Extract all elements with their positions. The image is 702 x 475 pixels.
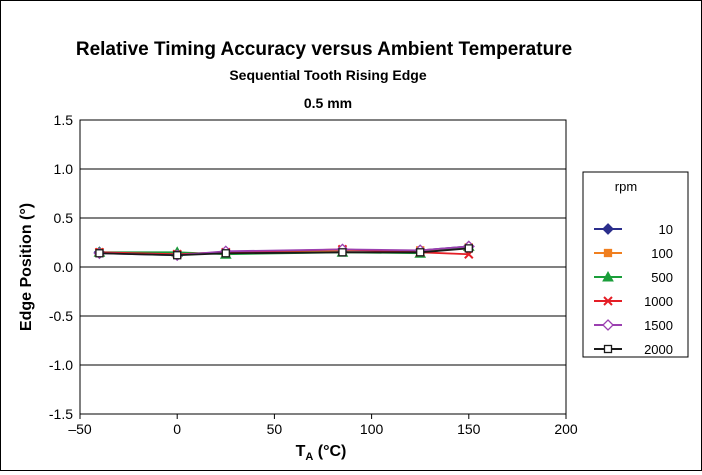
legend-item-10: 10 bbox=[594, 222, 673, 237]
data-point-2000-2 bbox=[221, 249, 230, 258]
legend-swatch-marker bbox=[603, 248, 613, 258]
legend-label: 10 bbox=[659, 222, 673, 237]
y-tick-label: 1.0 bbox=[54, 161, 74, 177]
legend-swatch-marker bbox=[603, 344, 613, 354]
legend-title: rpm bbox=[615, 179, 637, 194]
x-axis-label-unit: (°C) bbox=[313, 443, 346, 460]
series-2000 bbox=[95, 244, 473, 260]
y-tick-label: -1.5 bbox=[49, 406, 73, 422]
legend-item-1500: 1500 bbox=[594, 318, 673, 333]
chart-subtitle-2: 0.5 mm bbox=[304, 95, 352, 111]
y-tick-label: 0.5 bbox=[54, 210, 74, 226]
legend-item-1000: 1000 bbox=[594, 294, 673, 309]
x-axis-label: TA (°C) bbox=[296, 443, 347, 463]
legend-item-2000: 2000 bbox=[594, 342, 673, 357]
x-axis-label-main: T bbox=[296, 443, 306, 460]
y-tick-label: -1.0 bbox=[49, 357, 73, 373]
y-tick-labels: 1.5 1.0 0.5 0.0 -0.5 -1.0 -1.5 bbox=[49, 112, 73, 422]
legend: rpm 10 100 500 1000 1500 2000 bbox=[582, 171, 689, 358]
data-point-2000-0 bbox=[95, 249, 104, 258]
x-tick-label: 100 bbox=[360, 421, 384, 437]
y-tick-label: 1.5 bbox=[54, 112, 74, 128]
data-point-2000-5 bbox=[464, 244, 473, 253]
legend-swatch-marker bbox=[602, 223, 614, 235]
legend-swatch-marker bbox=[603, 296, 613, 306]
x-tick-label: 0 bbox=[173, 421, 181, 437]
x-axis-label-subscript: A bbox=[305, 451, 313, 463]
grid-lines bbox=[80, 119, 566, 415]
y-axis-label: Edge Position (°) bbox=[18, 203, 35, 331]
series-line-2000 bbox=[99, 247, 469, 257]
legend-item-500: 500 bbox=[594, 270, 673, 285]
plot-area bbox=[79, 119, 567, 415]
legend-items: 10 100 500 1000 1500 2000 bbox=[594, 222, 673, 357]
series-lines bbox=[93, 240, 475, 262]
x-tick-label: –50 bbox=[68, 421, 92, 437]
data-point-2000-4 bbox=[416, 248, 425, 257]
legend-box bbox=[582, 171, 689, 358]
x-tick-labels: –50 0 50 100 150 200 bbox=[68, 414, 578, 437]
legend-swatch-marker bbox=[602, 319, 614, 331]
x-tick-label: 150 bbox=[457, 421, 481, 437]
y-tick-label: 0.0 bbox=[54, 259, 74, 275]
legend-label: 1500 bbox=[644, 318, 673, 333]
legend-label: 100 bbox=[651, 246, 673, 261]
x-tick-label: 50 bbox=[267, 421, 283, 437]
legend-label: 500 bbox=[651, 270, 673, 285]
chart-title: Relative Timing Accuracy versus Ambient … bbox=[76, 39, 572, 60]
chart-subtitle: Sequential Tooth Rising Edge bbox=[229, 67, 427, 83]
x-tick-label: 200 bbox=[554, 421, 578, 437]
legend-label: 1000 bbox=[644, 294, 673, 309]
y-tick-label: -0.5 bbox=[49, 308, 73, 324]
legend-item-100: 100 bbox=[594, 246, 673, 261]
data-point-2000-1 bbox=[173, 251, 182, 260]
legend-swatch-marker bbox=[602, 270, 614, 282]
data-point-2000-3 bbox=[338, 248, 347, 257]
legend-label: 2000 bbox=[644, 342, 673, 357]
